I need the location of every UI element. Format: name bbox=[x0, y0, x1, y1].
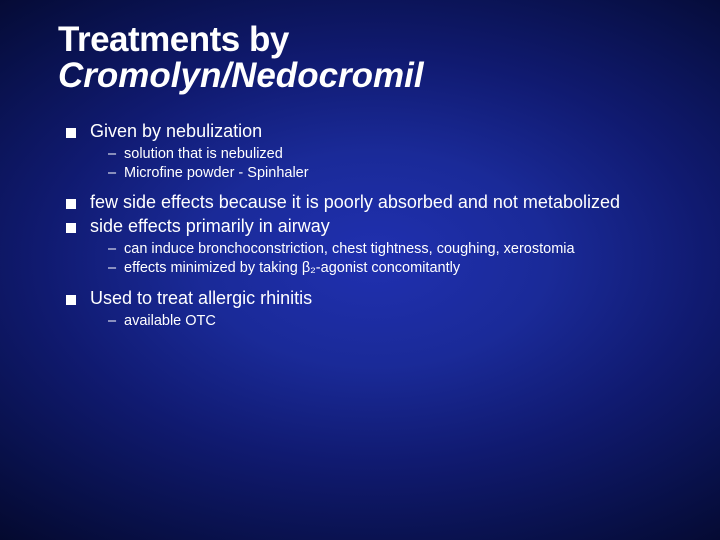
bullet-item: few side effects because it is poorly ab… bbox=[66, 192, 678, 214]
dash-bullet-icon: – bbox=[108, 312, 120, 330]
slide-title: Treatments by Cromolyn/Nedocromil bbox=[58, 22, 678, 95]
square-bullet-icon bbox=[66, 128, 76, 138]
bullet-text: Given by nebulization bbox=[90, 121, 678, 143]
sub-bullet-item: – available OTC bbox=[108, 312, 678, 330]
sub-bullet-text: can induce bronchoconstriction, chest ti… bbox=[124, 240, 678, 258]
dash-bullet-icon: – bbox=[108, 164, 120, 182]
dash-bullet-icon: – bbox=[108, 240, 120, 258]
slide-body: Given by nebulization – solution that is… bbox=[66, 121, 678, 329]
slide: Treatments by Cromolyn/Nedocromil Given … bbox=[0, 0, 720, 540]
bullet-text: few side effects because it is poorly ab… bbox=[90, 192, 678, 214]
square-bullet-icon bbox=[66, 295, 76, 305]
sub-bullet-item: – Microfine powder - Spinhaler bbox=[108, 164, 678, 182]
title-line-1: Treatments by bbox=[58, 22, 678, 59]
square-bullet-icon bbox=[66, 223, 76, 233]
dash-bullet-icon: – bbox=[108, 145, 120, 163]
sub-bullet-text: solution that is nebulized bbox=[124, 145, 678, 163]
title-line-2: Cromolyn/Nedocromil bbox=[58, 57, 678, 96]
sub-bullet-text: Microfine powder - Spinhaler bbox=[124, 164, 678, 182]
sub-bullet-text: effects minimized by taking β₂-agonist c… bbox=[124, 259, 678, 277]
sub-bullet-text: available OTC bbox=[124, 312, 678, 330]
sub-bullet-group: – available OTC bbox=[108, 312, 678, 330]
bullet-item: Given by nebulization bbox=[66, 121, 678, 143]
dash-bullet-icon: – bbox=[108, 259, 120, 277]
sub-bullet-group: – can induce bronchoconstriction, chest … bbox=[108, 240, 678, 277]
sub-bullet-item: – can induce bronchoconstriction, chest … bbox=[108, 240, 678, 258]
bullet-text: side effects primarily in airway bbox=[90, 216, 678, 238]
square-bullet-icon bbox=[66, 199, 76, 209]
sub-bullet-item: – effects minimized by taking β₂-agonist… bbox=[108, 259, 678, 277]
sub-bullet-item: – solution that is nebulized bbox=[108, 145, 678, 163]
sub-bullet-group: – solution that is nebulized – Microfine… bbox=[108, 145, 678, 182]
bullet-item: side effects primarily in airway bbox=[66, 216, 678, 238]
bullet-text: Used to treat allergic rhinitis bbox=[90, 288, 678, 310]
bullet-item: Used to treat allergic rhinitis bbox=[66, 288, 678, 310]
